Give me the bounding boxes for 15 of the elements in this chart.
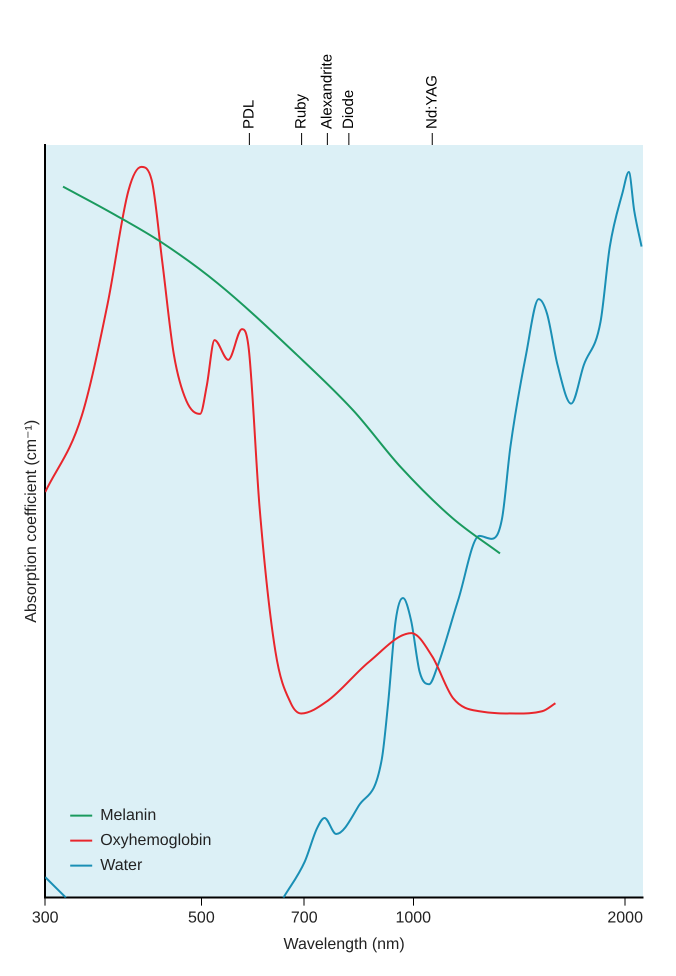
x-tick-label: 300 xyxy=(32,910,59,927)
ref-line-label: Alexandrite xyxy=(318,54,336,129)
x-tick-label: 2000 xyxy=(607,910,644,927)
x-tick-label: 700 xyxy=(290,910,318,927)
ref-line-label: PDL xyxy=(240,100,258,129)
ref-line-label: Nd:YAG xyxy=(423,75,440,129)
y-axis-title: Absorption coefficient (cm⁻¹) xyxy=(23,420,40,623)
ref-line-label: Diode xyxy=(340,90,357,129)
ref-line-label: Ruby xyxy=(292,93,310,129)
x-axis-title: Wavelength (nm) xyxy=(283,936,405,953)
legend-label: Oxyhemoglobin xyxy=(100,832,212,850)
legend-label: Melanin xyxy=(100,807,156,824)
x-tick-label: 1000 xyxy=(395,910,432,927)
legend-label: Water xyxy=(100,857,143,874)
x-tick-label: 500 xyxy=(188,910,215,927)
